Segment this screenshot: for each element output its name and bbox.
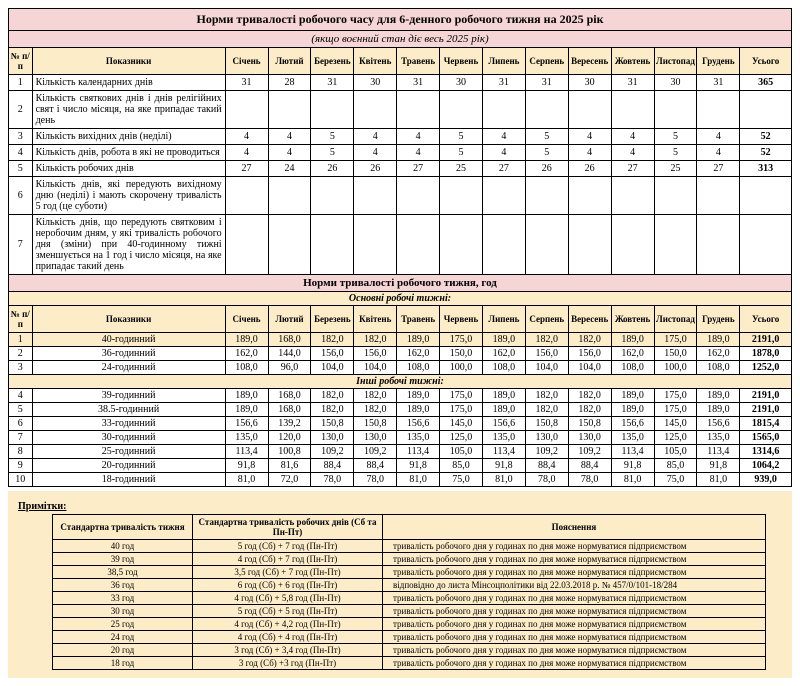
table-row: 140-годинний189,0168,0182,0182,0189,0175… [9,333,792,347]
table-subtitle: (якщо воєнний стан діє весь 2025 рік) [9,31,792,48]
notes-row: 38,5 год3,5 год (Сб) + 7 год (Пн-Пт)трив… [53,566,766,579]
table-row: 236-годинний162,0144,0156,0156,0162,0150… [9,347,792,361]
table-row: 730-годинний135,0120,0130,0130,0135,0125… [9,431,792,445]
col-ind: Показники [32,48,225,75]
table-row: 6Кількість днів, які передують вихідному… [9,177,792,215]
notes-row: 40 год5 год (Сб) + 7 год (Пн-Пт)триваліс… [53,540,766,553]
notes-row: 36 год6 год (Сб) + 6 год (Пн-Пт)відповід… [53,579,766,592]
table-row: 324-годинний108,096,0104,0104,0108,0100,… [9,361,792,375]
notes-block: Примітки: Стандартна тривалість тижня Ст… [8,491,792,678]
subsection-a: Основні робочі тижні: [9,292,792,306]
table-row: 439-годинний189,0168,0182,0182,0189,0175… [9,389,792,403]
table-row: 5Кількість робочих днів27242626272527262… [9,161,792,177]
notes-row: 33 год4 год (Сб) + 5,8 год (Пн-Пт)тривал… [53,592,766,605]
notes-row: 25 год4 год (Сб) + 4,2 год (Пн-Пт)тривал… [53,618,766,631]
notes-row: 20 год3 год (Сб) + 3,4 год (Пн-Пт)тривал… [53,644,766,657]
notes-row: 30 год5 год (Сб) + 5 год (Пн-Пт)триваліс… [53,605,766,618]
table-row: 4Кількість днів, робота в які не проводи… [9,145,792,161]
table-row: 538.5-годинний189,0168,0182,0182,0189,01… [9,403,792,417]
notes-row: 39 год4 год (Сб) + 7 год (Пн-Пт)триваліс… [53,553,766,566]
col-num: № п/п [9,48,33,75]
main-table: Норми тривалості робочого часу для 6-ден… [8,8,792,487]
col-total: Усього [740,48,792,75]
table-row: 2Кількість святкових днів і днів релігій… [9,91,792,129]
header-row-2: № п/п Показники Січень Лютий Березень Кв… [9,306,792,333]
notes-table: Стандартна тривалість тижня Стандартна т… [52,514,766,670]
section2-title: Норми тривалості робочого тижня, год [9,275,792,292]
table-row: 3Кількість вихідних днів (неділі)4454454… [9,129,792,145]
notes-label: Примітки: [18,501,788,512]
table-row: 1018-годинний81,072,078,078,081,075,081,… [9,473,792,487]
table-row: 920-годинний91,881,688,488,491,885,091,8… [9,459,792,473]
subsection-b: Інші робочі тижні: [9,375,792,389]
table-row: 1Кількість календарних днів3128313031303… [9,75,792,91]
notes-row: 18 год3 год (Сб) +3 год (Пн-Пт)триваліст… [53,657,766,670]
table-title: Норми тривалості робочого часу для 6-ден… [9,9,792,31]
table-row: 825-годинний113,4100,8109,2109,2113,4105… [9,445,792,459]
notes-row: 24 год4 год (Сб) + 4 год (Пн-Пт)триваліс… [53,631,766,644]
table-row: 7Кількість днів, що передують святковим … [9,215,792,275]
table-row: 633-годинний156,6139,2150,8150,8156,6145… [9,417,792,431]
header-row-1: № п/п Показники Січень Лютий Березень Кв… [9,48,792,75]
